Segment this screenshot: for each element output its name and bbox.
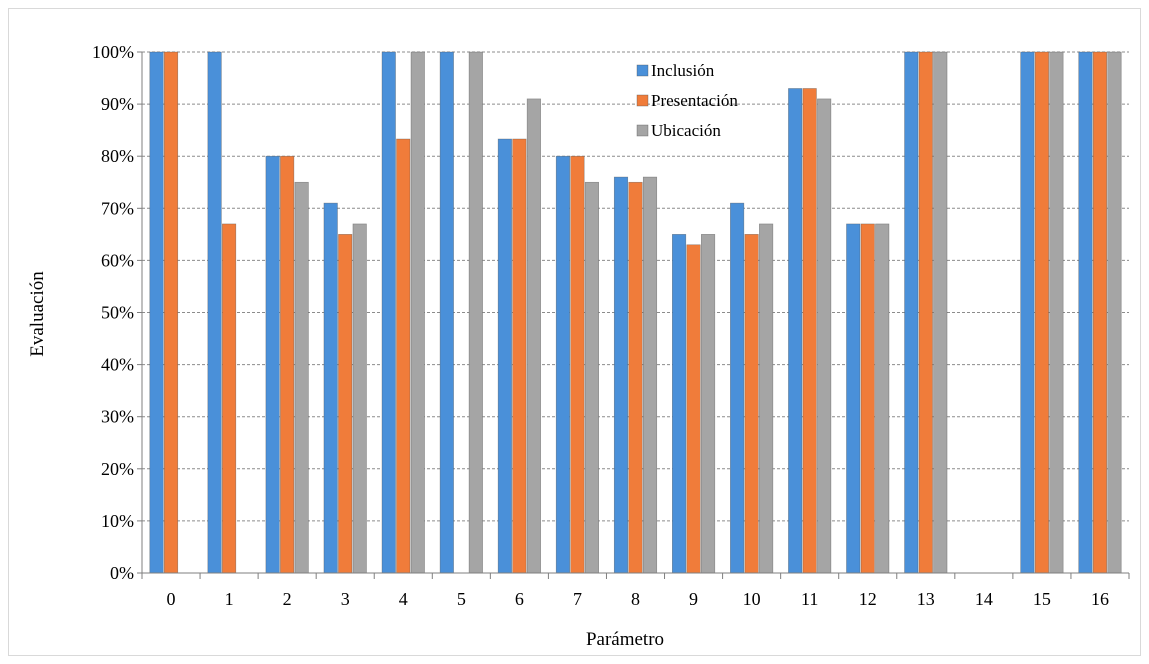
axes: [137, 51, 1130, 579]
bar-presentaci-n-9: [686, 244, 701, 574]
legend-label: Presentación: [651, 91, 738, 110]
legend-item: Inclusión: [636, 61, 715, 80]
y-tick-label: 10%: [101, 511, 134, 531]
bar-inclusi-n-4: [381, 51, 396, 574]
bar-inclusi-n-10: [730, 202, 745, 574]
bar-presentaci-n-3: [338, 234, 353, 574]
x-tick-label: 2: [283, 589, 292, 609]
y-tick-label: 40%: [101, 355, 134, 375]
x-axis-title: Parámetro: [586, 629, 664, 650]
legend-item: Presentación: [636, 91, 738, 110]
legend: Inclusión Presentación Ubicación: [636, 61, 738, 140]
x-tick-label: 1: [225, 589, 234, 609]
bar-inclusi-n-2: [265, 155, 280, 574]
bar-ubicaci-n-5: [468, 51, 483, 574]
bar-ubicaci-n-10: [759, 223, 774, 574]
bars: [149, 51, 1122, 574]
x-tick-label: 16: [1091, 589, 1109, 609]
bar-presentaci-n-11: [802, 88, 817, 574]
x-tick-label: 4: [399, 589, 408, 609]
x-tick-labels: 0 1 2 3 4 5 6 7 8 9 10 11 12 13 14 15 16: [167, 589, 1109, 609]
bar-inclusi-n-1: [207, 51, 222, 574]
x-tick-label: 11: [801, 589, 818, 609]
bar-presentaci-n-4: [396, 138, 411, 574]
y-tick-label: 50%: [101, 303, 134, 323]
bar-ubicaci-n-9: [701, 234, 716, 574]
bar-inclusi-n-12: [846, 223, 861, 574]
x-tick-label: 13: [917, 589, 935, 609]
x-tick-label: 8: [631, 589, 640, 609]
bar-inclusi-n-16: [1078, 51, 1093, 574]
bar-inclusi-n-11: [788, 88, 803, 574]
bar-ubicaci-n-13: [933, 51, 948, 574]
bar-presentaci-n-2: [280, 155, 295, 574]
bar-ubicaci-n-7: [584, 181, 599, 574]
bar-ubicaci-n-6: [526, 98, 541, 574]
legend-label: Ubicación: [651, 121, 721, 140]
bar-inclusi-n-6: [497, 138, 512, 574]
x-tick-label: 12: [859, 589, 877, 609]
gridlines: [142, 51, 1129, 522]
bar-ubicaci-n-11: [817, 98, 832, 574]
bar-ubicaci-n-15: [1049, 51, 1064, 574]
y-axis-title: Evaluación: [27, 271, 48, 357]
x-tick-label: 7: [573, 589, 582, 609]
bar-presentaci-n-8: [628, 181, 643, 574]
x-tick-label: 0: [167, 589, 176, 609]
bar-presentaci-n-13: [918, 51, 933, 574]
bar-inclusi-n-0: [149, 51, 164, 574]
bar-inclusi-n-5: [439, 51, 454, 574]
legend-swatch: [636, 94, 649, 107]
legend-label: Inclusión: [651, 61, 715, 80]
bar-presentaci-n-7: [570, 155, 585, 574]
bar-presentaci-n-10: [744, 234, 759, 574]
x-tick-label: 3: [341, 589, 350, 609]
bar-ubicaci-n-12: [875, 223, 890, 574]
bar-ubicaci-n-8: [642, 176, 658, 574]
y-tick-label: 0%: [110, 563, 134, 583]
legend-item: Ubicación: [636, 121, 721, 140]
bar-ubicaci-n-3: [352, 223, 367, 574]
x-tick-label: 10: [743, 589, 761, 609]
bar-inclusi-n-13: [904, 51, 919, 574]
y-tick-label: 70%: [101, 198, 134, 218]
legend-swatch: [636, 124, 649, 137]
legend-swatch: [636, 64, 649, 77]
bar-presentaci-n-12: [860, 223, 875, 574]
y-tick-label: 30%: [101, 407, 134, 427]
x-tick-label: 5: [457, 589, 466, 609]
bar-ubicaci-n-16: [1107, 51, 1122, 574]
y-tick-label: 90%: [101, 94, 134, 114]
bar-inclusi-n-9: [672, 234, 687, 574]
bar-inclusi-n-15: [1020, 51, 1035, 574]
bar-presentaci-n-0: [163, 51, 179, 574]
bar-presentaci-n-16: [1092, 51, 1108, 574]
y-tick-label: 20%: [101, 459, 134, 479]
bar-ubicaci-n-4: [410, 51, 425, 574]
bar-inclusi-n-7: [555, 155, 570, 574]
y-tick-labels: 0% 10% 20% 30% 40% 50% 60% 70% 80% 90% 100%: [92, 42, 134, 583]
bar-presentaci-n-6: [512, 138, 527, 574]
y-tick-label: 80%: [101, 146, 134, 166]
y-tick-label: 100%: [92, 42, 134, 62]
bar-presentaci-n-15: [1034, 51, 1049, 574]
y-tick-label: 60%: [101, 250, 134, 270]
bar-ubicaci-n-2: [294, 181, 309, 574]
x-tick-label: 14: [975, 589, 993, 609]
x-tick-label: 15: [1033, 589, 1051, 609]
x-tick-label: 6: [515, 589, 524, 609]
bar-presentaci-n-1: [222, 223, 237, 574]
bar-inclusi-n-3: [323, 202, 338, 574]
bar-inclusi-n-8: [613, 176, 629, 574]
x-tick-label: 9: [689, 589, 698, 609]
